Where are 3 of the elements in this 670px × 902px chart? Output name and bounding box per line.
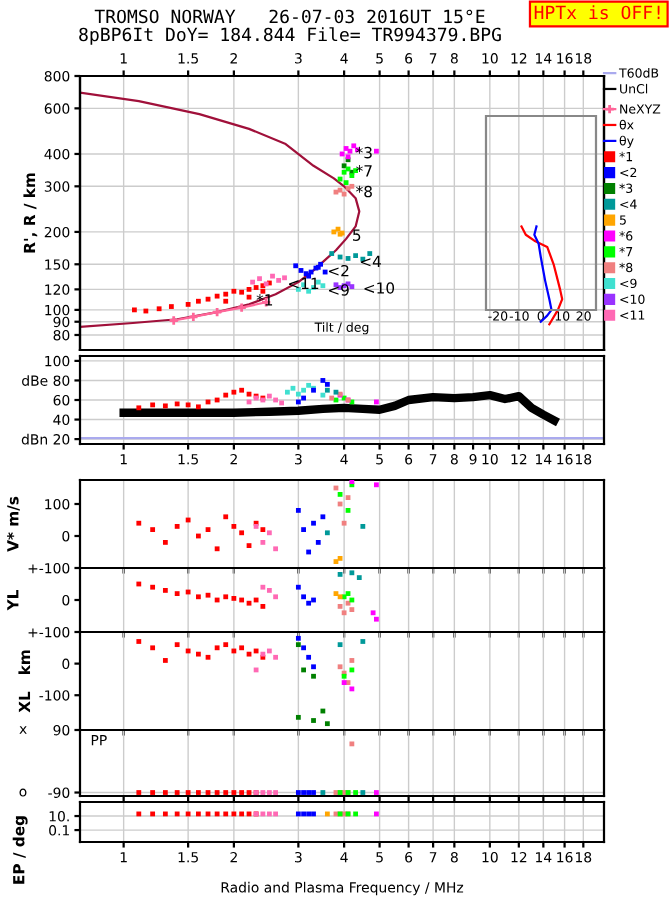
chart-subtitle: 8pBP6It DoY= 184.844 File= TR994379.BPG	[79, 27, 501, 45]
text: HPTx is OFF!	[534, 5, 660, 20]
chart-title: TROMSO NORWAY 26-07-03 2016UT 15°E	[94, 9, 485, 24]
